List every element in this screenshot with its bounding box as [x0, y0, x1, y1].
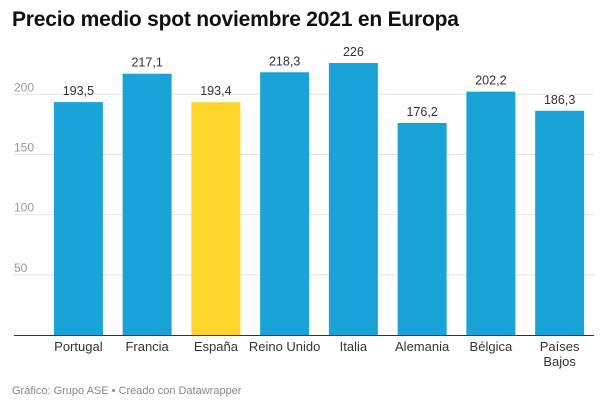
y-tick-label: 200 [14, 80, 34, 94]
data-label: 226 [343, 45, 364, 59]
x-tick-label: España [194, 339, 239, 354]
bar [535, 110, 585, 335]
x-tick-label: Bélgica [470, 339, 513, 354]
data-label: 193,5 [63, 84, 94, 98]
x-tick-label: Francia [125, 339, 169, 354]
bar [260, 72, 310, 335]
bar [191, 102, 241, 335]
chart-title: Precio medio spot noviembre 2021 en Euro… [12, 8, 459, 31]
bar [328, 63, 378, 335]
y-axis-ticks: 50 100 150 200 [14, 80, 34, 275]
bar [397, 122, 447, 335]
data-label: 193,4 [200, 84, 231, 98]
x-tick-label: Portugal [54, 339, 103, 354]
bars [53, 63, 585, 336]
category-labels: Portugal Francia España Reino Unido Italia Al… [54, 339, 580, 369]
y-tick-label: 100 [14, 201, 34, 215]
data-label: 176,2 [406, 105, 437, 119]
bar [122, 73, 172, 336]
x-tick-label: Reino Unido [249, 339, 321, 354]
x-tick-label: Italia [340, 339, 368, 354]
data-label: 218,3 [269, 54, 300, 68]
value-labels: 193,5 217,1 193,4 218,3 226 176,2 202,2 186,3 [63, 45, 576, 119]
chart-footer: Gráfico: Grupo ASE • Creado con Datawrap… [12, 385, 242, 397]
bar [53, 102, 103, 335]
y-tick-label: 150 [14, 140, 34, 154]
x-tick-label: Alemania [395, 339, 450, 354]
data-label: 186,3 [544, 93, 575, 107]
data-label: 217,1 [131, 56, 162, 70]
data-label: 202,2 [475, 74, 506, 88]
bar [466, 91, 516, 335]
x-tick-label: Países Bajos [540, 339, 580, 369]
y-tick-label: 50 [14, 261, 28, 275]
